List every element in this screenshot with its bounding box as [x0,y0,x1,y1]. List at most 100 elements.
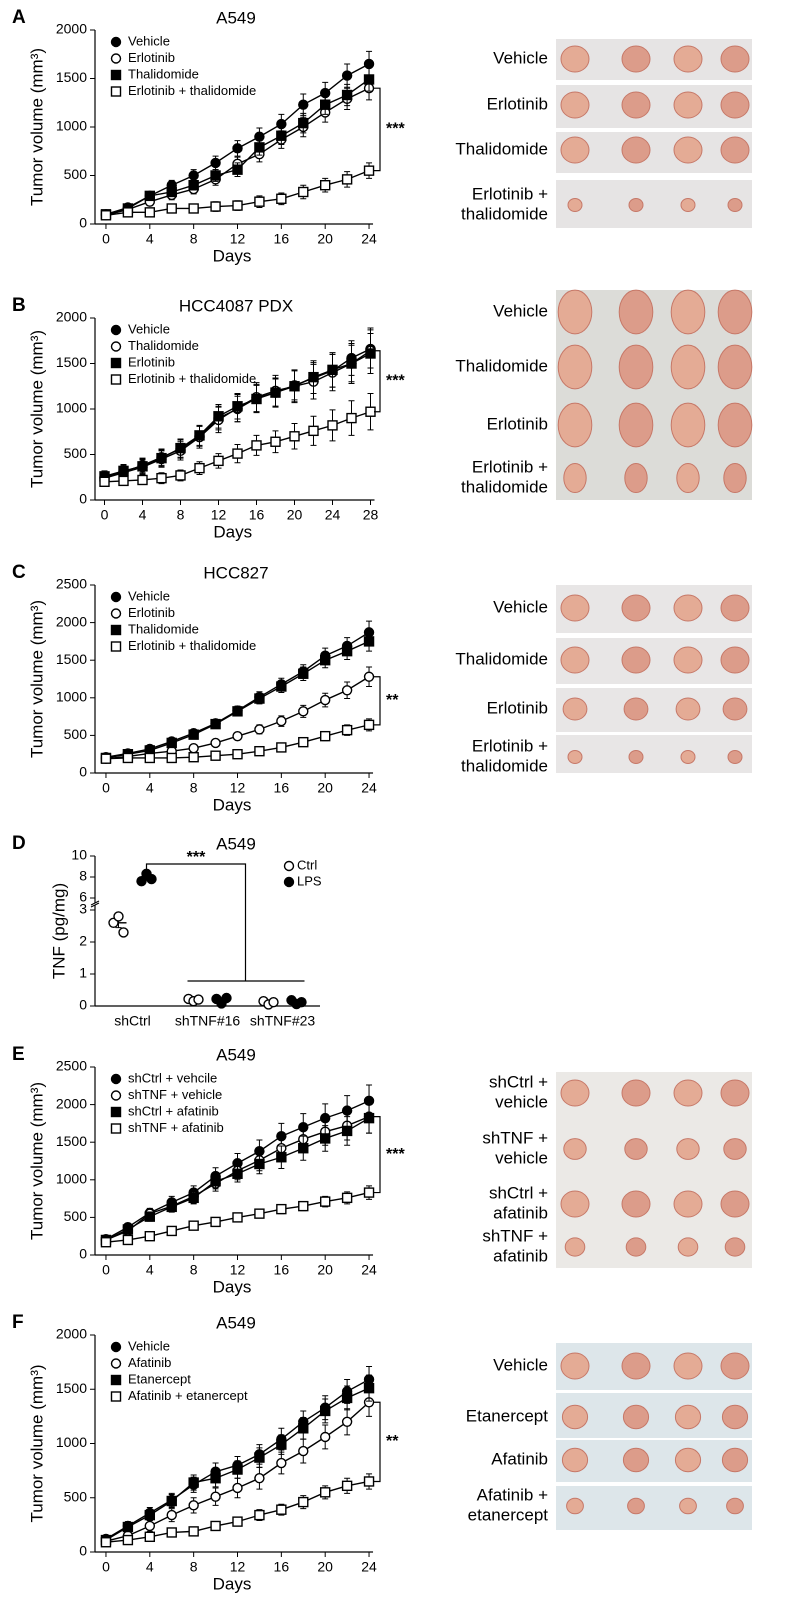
marker [232,1464,243,1475]
tumor [720,594,750,622]
tumor [618,344,654,390]
significance-label: ** [386,1433,399,1450]
tumor [721,1404,749,1430]
marker [175,470,186,481]
significance-label: *** [386,372,405,389]
axis-break [90,900,100,908]
x-tick-label: 4 [146,1262,154,1278]
y-axis-label: Tumor volume (mm³) [27,600,46,758]
legend-marker [110,86,122,97]
marker [276,130,287,141]
marker [276,715,287,727]
marker [341,1392,353,1404]
marker [319,1405,331,1417]
marker [363,58,375,70]
panel-letter: D [12,833,26,854]
marker [210,718,221,730]
y-axis-label: Tumor volume (mm³) [27,1082,46,1240]
x-tick-label: 4 [146,780,154,796]
x-tick-label: shTNF#23 [250,1013,316,1029]
photo-label: Vehicle [493,1355,548,1374]
y-axis-label: TNF (pg/mg) [49,883,68,979]
significance-bracket [374,1401,381,1483]
marker [341,70,353,81]
marker [122,752,134,764]
x-tick-label: 16 [274,780,290,796]
marker [308,371,319,383]
marker [210,1473,221,1484]
tumor [670,344,706,390]
marker [188,742,199,754]
marker [254,1473,265,1484]
tumor [680,750,696,764]
tumor [560,1079,590,1107]
marker [341,1416,353,1428]
tumor [621,45,651,73]
marker [194,462,205,474]
photo-label: shCtrl + [489,1183,548,1202]
tumor [562,697,588,721]
significance-bracket [374,87,381,172]
tumor [720,136,750,164]
tumor [557,344,593,390]
tumor [727,198,743,212]
legend-marker [110,608,122,619]
marker [341,1192,353,1204]
photo [556,688,752,732]
marker [100,1537,112,1548]
panel-letter: F [12,1312,24,1333]
tumor [673,1352,703,1380]
tumor [624,1138,648,1160]
photo-label: Vehicle [493,597,548,616]
tumor [727,750,743,764]
tumor [560,136,590,164]
legend-label: Erlotinib + thalidomide [128,371,256,386]
marker [276,1504,287,1515]
tumor [717,289,753,335]
marker [319,99,331,110]
marker [346,412,357,424]
marker [298,668,309,679]
tumor [564,1237,586,1257]
tumor [560,646,590,674]
x-tick-label: 4 [146,1559,154,1575]
legend-label: Erlotinib [128,50,175,65]
marker [363,1187,375,1198]
legend-marker [110,36,122,48]
y-tick-label: 10 [71,847,87,863]
tumor [726,1497,744,1515]
marker [232,401,243,412]
marker [289,431,300,442]
photo-label: Afatinib [491,1449,548,1468]
tumor [674,1447,702,1473]
y-tick-label: 500 [64,166,88,182]
legend-label: Erlotinib [128,605,175,620]
marker [254,724,265,735]
tumor [623,697,649,721]
marker [175,442,186,454]
marker [232,730,243,742]
marker [254,1208,265,1219]
marker [298,1200,309,1212]
marker [327,364,338,376]
photo [556,1393,752,1438]
photo-label: vehicle [495,1092,548,1111]
marker [276,1152,287,1163]
legend-label: Afatinib [128,1355,171,1370]
tumor [673,45,703,73]
photo-label: vehicle [495,1148,548,1167]
tumor [721,1447,749,1473]
y-tick-label: 6 [79,889,87,905]
marker [166,1225,177,1237]
tumor [680,198,696,212]
marker [166,737,177,749]
tumor [625,1237,647,1257]
marker [188,752,199,763]
photo-label: Afatinib + [477,1485,548,1504]
significance-bracket [145,863,305,982]
marker [341,174,353,185]
x-tick-label: shTNF#16 [175,1013,241,1029]
x-axis-label: Days [213,522,252,541]
tumor [679,1497,697,1515]
x-tick-label: 0 [101,507,109,523]
